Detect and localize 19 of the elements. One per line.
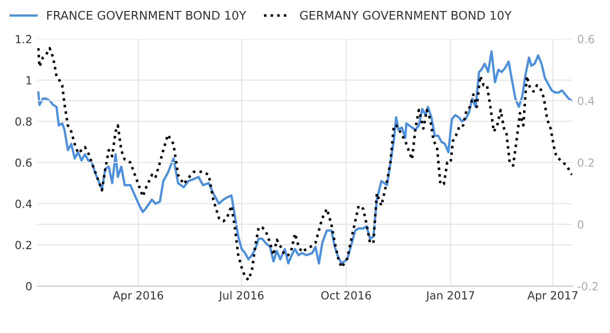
y-tick-label: 0.8 xyxy=(15,117,32,126)
y-tick-label: 0.2 xyxy=(15,240,32,250)
y2-tick-label: 0.6 xyxy=(578,34,594,44)
y2-tick-label: -0.2 xyxy=(578,282,598,290)
y-tick-label: 0 xyxy=(26,282,32,290)
y-tick-label: 1.2 xyxy=(16,34,32,44)
legend-label: GERMANY GOVERNMENT BOND 10Y xyxy=(300,10,512,20)
legend-label: FRANCE GOVERNMENT BOND 10Y xyxy=(47,10,246,20)
y2-tick-label: 0.4 xyxy=(578,96,594,106)
y-tick-label: 0.6 xyxy=(15,158,32,167)
y-tick-label: 1 xyxy=(26,76,32,84)
x-tick-label: Apr 2016 xyxy=(112,291,164,302)
y-tick-label: 0.4 xyxy=(15,200,32,208)
x-tick-label: Jul 2016 xyxy=(218,290,264,302)
y2-tick-label: 0.2 xyxy=(578,158,594,167)
x-tick-label: Apr 2017 xyxy=(527,291,578,302)
x-tick-label: Jan 2017 xyxy=(426,291,474,302)
y2-tick-label: 0 xyxy=(578,220,584,229)
x-tick-label: Oct 2016 xyxy=(321,291,371,300)
